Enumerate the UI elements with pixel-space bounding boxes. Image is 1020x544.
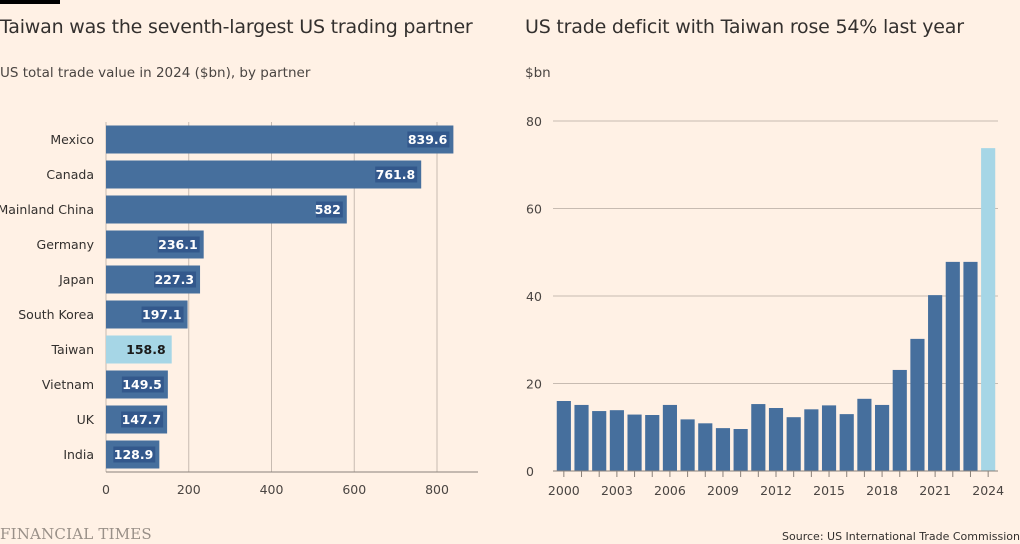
data-label-background: [157, 236, 200, 253]
left-chart-subtitle: US total trade value in 2024 ($bn), by p…: [0, 65, 311, 81]
data-label-background: [407, 131, 450, 148]
bar-2024: [981, 148, 996, 471]
x-tick-label: 2009: [707, 483, 739, 498]
ft-logo: FINANCIAL TIMES: [0, 525, 152, 543]
bar-2008: [698, 423, 713, 471]
bar-2004: [627, 414, 642, 471]
data-label-background: [113, 446, 156, 463]
data-label: 197.1: [142, 307, 182, 322]
right-chart-title: US trade deficit with Taiwan rose 54% la…: [525, 16, 964, 38]
category-label: India: [63, 447, 94, 462]
data-label: 761.8: [376, 167, 416, 182]
data-label: 839.6: [408, 132, 448, 147]
x-tick-label: 2021: [919, 483, 951, 498]
bar-2011: [751, 404, 766, 471]
bar-2010: [733, 429, 748, 471]
bar-2000: [556, 401, 571, 471]
bar-taiwan: [106, 335, 172, 364]
x-tick-label: 2015: [813, 483, 845, 498]
y-tick-label: 80: [526, 114, 542, 129]
data-label-background: [316, 201, 343, 218]
y-tick-label: 60: [526, 202, 542, 217]
bar-2005: [645, 415, 660, 471]
x-tick-label: 200: [177, 482, 201, 497]
x-tick-label: 400: [260, 482, 284, 497]
category-label: Taiwan: [50, 342, 94, 357]
right-chart-unit-label: $bn: [525, 65, 551, 81]
bar-2015: [821, 405, 837, 471]
data-label: 147.7: [122, 412, 162, 427]
data-label: 158.8: [126, 342, 166, 357]
bar-2016: [839, 414, 854, 471]
category-label: Vietnam: [42, 377, 94, 392]
bar-2001: [574, 404, 589, 471]
category-label: Germany: [37, 237, 95, 252]
data-label-background: [154, 271, 197, 288]
data-label: 236.1: [158, 237, 198, 252]
ft-brand-bar: [0, 0, 60, 4]
bar-2018: [875, 404, 890, 471]
bar-2003: [609, 410, 624, 471]
bar-2009: [715, 428, 731, 471]
data-label-background: [375, 166, 418, 183]
bar-2014: [804, 409, 819, 471]
x-tick-label: 2003: [601, 483, 633, 498]
data-label: 582: [315, 202, 341, 217]
bar-2012: [768, 408, 784, 471]
left-chart-title: Taiwan was the seventh-largest US tradin…: [0, 16, 473, 38]
bar-2013: [786, 417, 801, 471]
category-label: Mainland China: [0, 202, 94, 217]
category-label: UK: [77, 412, 95, 427]
category-label: Japan: [58, 272, 94, 287]
bar-canada: [106, 160, 422, 189]
bar-2022: [945, 261, 960, 471]
data-label-background: [141, 306, 184, 323]
data-label: 149.5: [122, 377, 162, 392]
data-label-background: [121, 376, 164, 393]
bar-mexico: [106, 125, 454, 154]
y-tick-label: 40: [526, 289, 542, 304]
bar-2002: [592, 411, 607, 471]
x-tick-label: 800: [425, 482, 449, 497]
x-tick-label: 0: [102, 482, 110, 497]
bar-mainland-china: [106, 195, 347, 224]
bar-2021: [928, 295, 943, 471]
bar-2017: [857, 398, 872, 471]
x-tick-label: 2012: [760, 483, 792, 498]
category-label: Canada: [46, 167, 94, 182]
x-tick-label: 2018: [866, 483, 898, 498]
category-label: Mexico: [50, 132, 94, 147]
category-label: South Korea: [18, 307, 94, 322]
y-tick-label: 20: [526, 377, 542, 392]
data-label: 227.3: [154, 272, 194, 287]
data-label-background: [121, 411, 164, 428]
x-tick-label: 600: [342, 482, 366, 497]
bar-2006: [662, 404, 677, 471]
bar-2023: [963, 261, 978, 471]
bar-2007: [680, 419, 695, 471]
data-label: 128.9: [114, 447, 154, 462]
x-tick-label: 2024: [972, 483, 1004, 498]
source-note: Source: US International Trade Commissio…: [782, 530, 1020, 543]
y-tick-label: 0: [526, 464, 534, 479]
x-tick-label: 2000: [548, 483, 580, 498]
bar-2020: [910, 338, 925, 471]
x-tick-label: 2006: [654, 483, 686, 498]
bar-2019: [892, 369, 907, 471]
